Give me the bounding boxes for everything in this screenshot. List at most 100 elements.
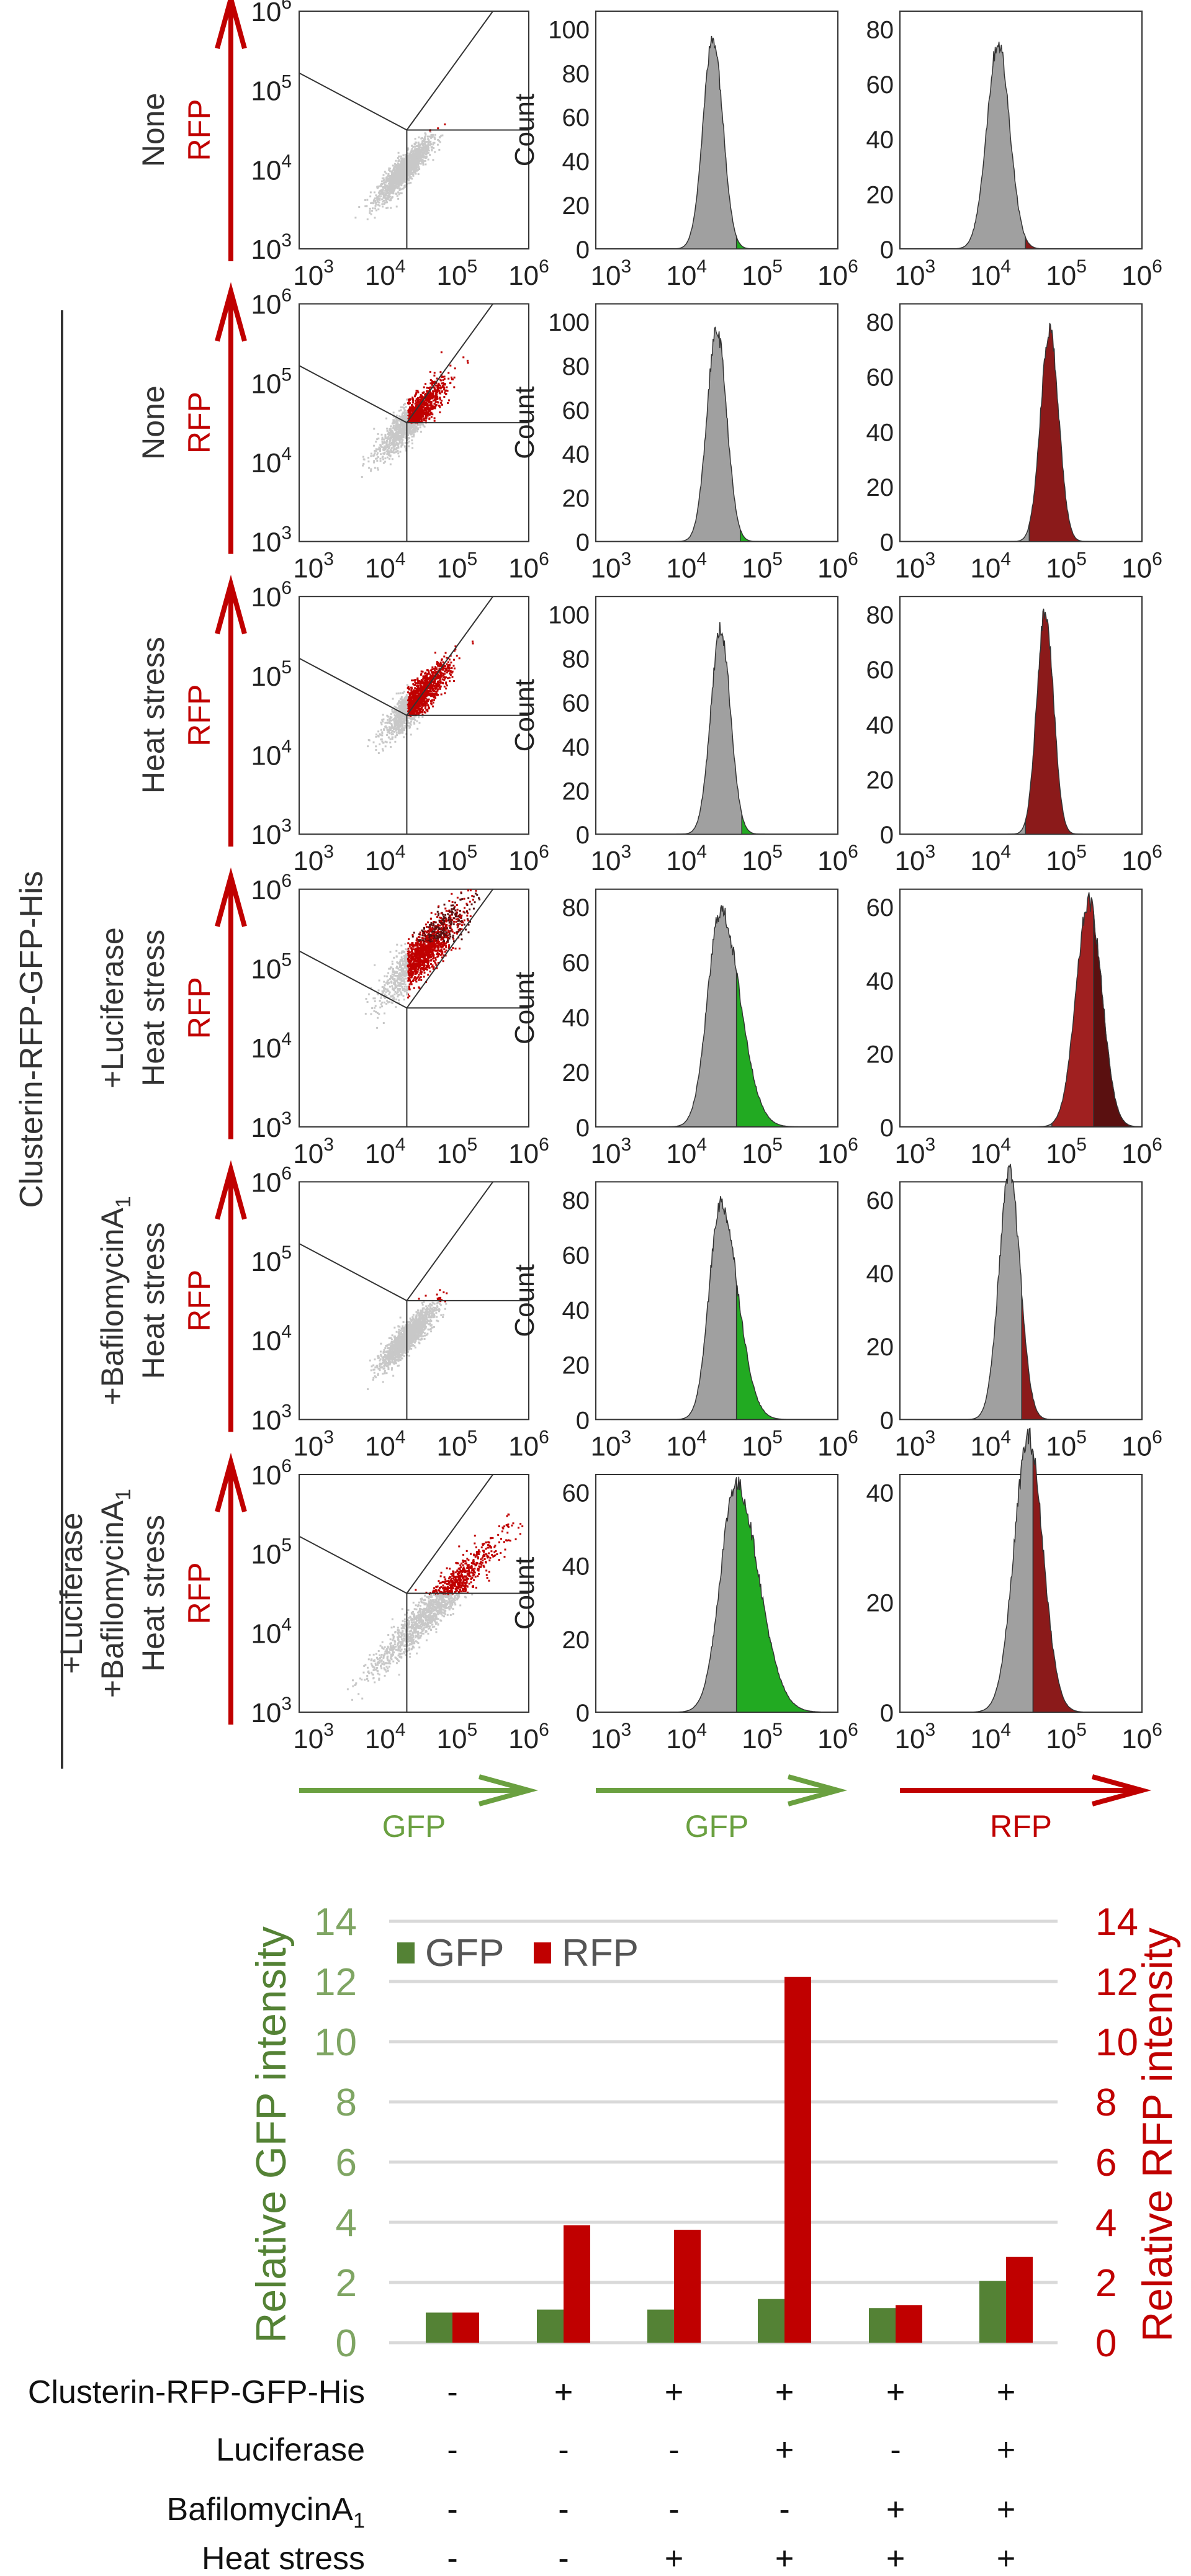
x-tick-label: 104 [666, 256, 707, 291]
scatter-point [367, 460, 370, 463]
scatter-point [433, 137, 436, 139]
rfp-arrow-head [215, 282, 247, 342]
scatter-point [395, 431, 397, 434]
scatter-point [427, 145, 429, 148]
scatter-point [429, 683, 432, 686]
count-axis-label: Count [510, 94, 540, 166]
scatter-point [407, 423, 410, 426]
scatter-point [380, 195, 382, 197]
scatter-point [423, 691, 426, 694]
scatter-point [431, 692, 434, 694]
scatter-point [376, 452, 379, 454]
scatter-point [415, 155, 417, 158]
scatter-point [410, 409, 412, 411]
scatter-point [411, 709, 413, 711]
scatter-point [413, 722, 416, 725]
scatter-point [439, 665, 442, 667]
log-exponent: 3 [323, 549, 334, 570]
scatter-point [397, 418, 400, 421]
scatter-point [397, 174, 399, 177]
scatter-point [417, 412, 420, 415]
scatter-point [458, 657, 461, 660]
scatter-point [407, 438, 409, 440]
scatter-point [427, 396, 429, 398]
scatter-point [418, 705, 421, 707]
scatter-point [426, 146, 428, 148]
scatter-point [437, 127, 439, 130]
scatter-point [416, 166, 419, 168]
scatter-point [374, 467, 376, 469]
scatter-point [452, 665, 455, 667]
scatter-point [385, 439, 388, 442]
scatter-point [422, 143, 425, 145]
scatter-point [412, 698, 415, 701]
scatter-point [411, 433, 413, 435]
scatter-point [423, 698, 426, 701]
scatter-point [389, 179, 391, 181]
scatter-point [393, 187, 395, 189]
scatter-point [403, 175, 405, 177]
scatter-point [392, 440, 394, 442]
scatter-point [398, 434, 401, 437]
scatter-point [441, 678, 444, 681]
scatter-point [387, 197, 390, 199]
scatter-point [402, 423, 404, 426]
scatter-point [429, 131, 432, 133]
scatter-point [428, 413, 431, 416]
scatter-point [426, 686, 429, 689]
scatter-point [413, 696, 416, 699]
scatter-point [375, 733, 378, 735]
scatter-point [424, 159, 426, 162]
scatter-point [431, 671, 433, 673]
scatter-point [375, 450, 377, 452]
y-tick-label: 0 [880, 529, 894, 557]
scatter-point [395, 184, 397, 187]
scatter-point [391, 195, 393, 198]
scatter-point [410, 431, 412, 434]
scatter-point [430, 143, 433, 146]
scatter-point [372, 454, 375, 457]
scatter-point [426, 700, 429, 702]
scatter-point [435, 693, 438, 695]
scatter-point [407, 720, 409, 722]
scatter-point [398, 189, 401, 192]
scatter-point [381, 740, 384, 743]
scatter-point [395, 423, 397, 426]
scatter-point [407, 413, 409, 415]
scatter-point [431, 149, 433, 151]
scatter-point [409, 163, 411, 165]
scatter-point [371, 202, 374, 204]
scatter-point [405, 701, 407, 704]
scatter-point [426, 395, 428, 398]
scatter-point [397, 172, 399, 174]
scatter-point [397, 186, 399, 188]
scatter-point [423, 694, 425, 697]
scatter-point [385, 180, 387, 182]
scatter-point [392, 172, 395, 174]
scatter-point [434, 133, 436, 136]
scatter-point [418, 162, 420, 164]
scatter-point [430, 408, 433, 410]
scatter-point [422, 682, 425, 684]
scatter-point [401, 171, 403, 173]
scatter-point [429, 690, 431, 693]
scatter-point [401, 413, 403, 416]
scatter-point [410, 150, 413, 152]
scatter-point [403, 164, 406, 167]
scatter-point [399, 698, 402, 701]
scatter-point [380, 189, 382, 192]
scatter-point [418, 408, 420, 411]
scatter-point [415, 713, 417, 716]
scatter-point [444, 677, 446, 680]
scatter-point [433, 374, 436, 377]
scatter-point [385, 417, 388, 420]
scatter-point [422, 676, 425, 679]
scatter-point [418, 151, 420, 154]
x-tick-label: 106 [1121, 549, 1162, 584]
scatter-point [390, 719, 392, 722]
scatter-point [418, 688, 421, 691]
scatter-point [402, 436, 405, 439]
scatter-point [422, 675, 425, 678]
